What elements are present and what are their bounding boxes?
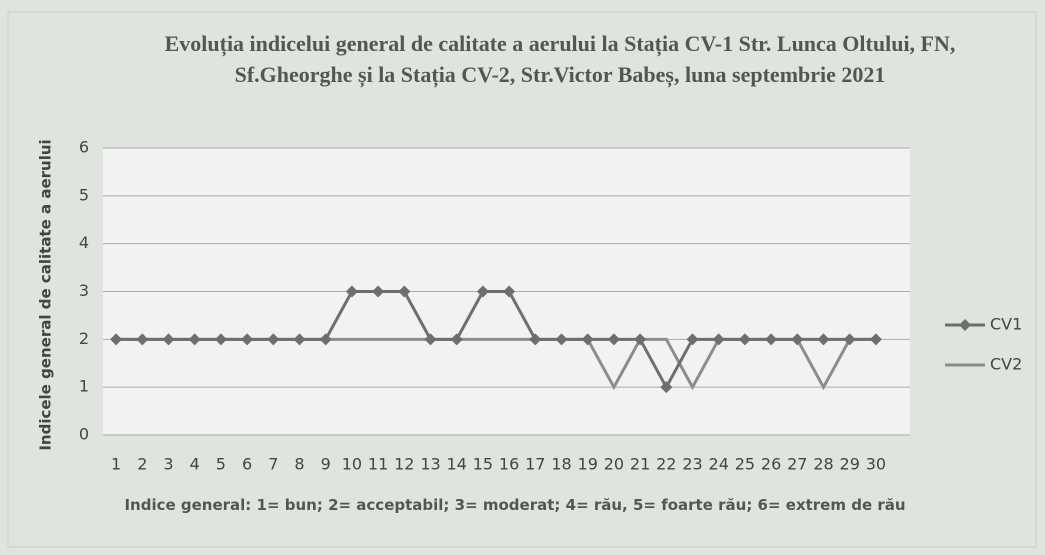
x-tick-label: 14 [447, 455, 467, 474]
data-point [188, 333, 201, 346]
x-tick-label: 28 [813, 455, 833, 474]
data-point [581, 333, 594, 346]
data-point [869, 333, 882, 346]
data-point [241, 333, 254, 346]
data-point [319, 333, 332, 346]
x-tick-label: 9 [321, 455, 331, 474]
y-tick-label: 4 [79, 233, 89, 252]
x-tick-label: 25 [735, 455, 755, 474]
data-point [555, 333, 568, 346]
data-point [110, 333, 123, 346]
chart-frame [7, 11, 1037, 548]
y-tick-label: 1 [79, 377, 89, 396]
data-point [345, 285, 358, 298]
data-point [136, 333, 149, 346]
x-tick-label: 8 [294, 455, 304, 474]
data-point [660, 381, 673, 394]
x-axis-label: Indice general: 1= bun; 2= acceptabil; 3… [124, 496, 906, 514]
data-point [293, 333, 306, 346]
x-tick-label: 27 [787, 455, 807, 474]
data-point [267, 333, 280, 346]
data-point [738, 333, 751, 346]
data-point [529, 333, 542, 346]
data-point [503, 285, 516, 298]
x-tick-label: 7 [268, 455, 278, 474]
data-point [424, 333, 437, 346]
data-point [791, 333, 804, 346]
y-tick-label: 5 [79, 185, 89, 204]
data-point [398, 285, 411, 298]
x-tick-label: 6 [242, 455, 252, 474]
data-point [817, 333, 830, 346]
x-tick-label: 4 [190, 455, 200, 474]
x-tick-label: 30 [866, 455, 886, 474]
x-tick-label: 10 [342, 455, 362, 474]
x-tick-label: 5 [216, 455, 226, 474]
x-tick-label: 24 [709, 455, 729, 474]
x-tick-label: 20 [604, 455, 624, 474]
x-tick-label: 3 [163, 455, 173, 474]
x-tick-label: 26 [761, 455, 781, 474]
x-tick-label: 17 [525, 455, 545, 474]
x-tick-label: 16 [499, 455, 519, 474]
x-tick-label: 11 [368, 455, 388, 474]
x-tick-label: 19 [578, 455, 598, 474]
x-tick-label: 12 [394, 455, 414, 474]
data-point [765, 333, 778, 346]
x-tick-label: 15 [473, 455, 493, 474]
x-tick-label: 1 [111, 455, 121, 474]
x-tick-label: 23 [682, 455, 702, 474]
x-tick-label: 13 [420, 455, 440, 474]
legend-label: CV2 [990, 355, 1022, 374]
data-point [607, 333, 620, 346]
data-point [686, 333, 699, 346]
chart-title: Evoluția indicelui general de calitate a… [164, 31, 956, 87]
y-tick-label: 3 [79, 281, 89, 300]
data-point [372, 285, 385, 298]
x-tick-label: 2 [137, 455, 147, 474]
y-axis-label: Indicele general de calitate a aerului [37, 139, 55, 450]
y-tick-label: 0 [79, 425, 89, 444]
data-point [162, 333, 175, 346]
data-point [843, 333, 856, 346]
y-tick-label: 2 [79, 329, 89, 348]
legend-label: CV1 [990, 315, 1022, 334]
data-point [634, 333, 647, 346]
x-tick-label: 22 [656, 455, 676, 474]
x-tick-label: 21 [630, 455, 650, 474]
legend-marker [959, 319, 971, 331]
data-point [450, 333, 463, 346]
data-point [712, 333, 725, 346]
data-point [214, 333, 227, 346]
data-point [476, 285, 489, 298]
y-tick-label: 6 [79, 138, 89, 157]
x-tick-label: 29 [840, 455, 860, 474]
x-tick-label: 18 [551, 455, 571, 474]
